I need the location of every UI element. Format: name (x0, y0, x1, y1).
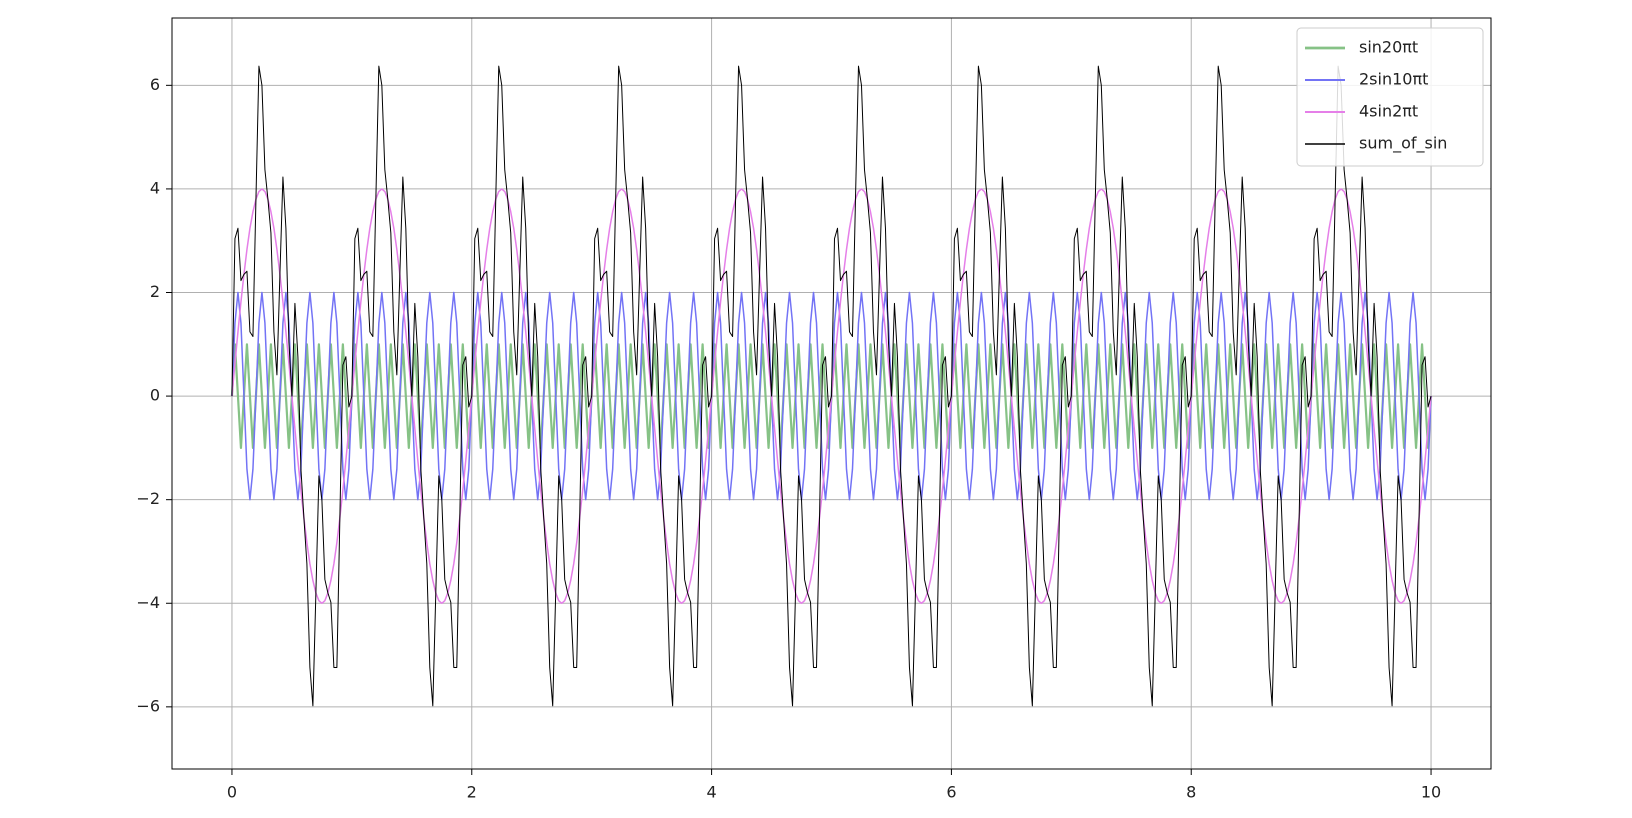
x-tick-label: 2 (467, 783, 477, 802)
y-tick-label: −2 (136, 489, 160, 508)
series-line (231, 65, 1432, 707)
legend-box (1296, 27, 1484, 167)
y-tick-label: 6 (150, 75, 160, 94)
x-tick-label: 4 (706, 783, 716, 802)
x-tick-label: 0 (227, 783, 237, 802)
y-tick-label: −6 (136, 696, 160, 715)
x-tick-label: 6 (946, 783, 956, 802)
legend-label: sum_of_sin (1359, 134, 1447, 154)
plot-frame (171, 17, 1492, 770)
legend-label: sin20πt (1359, 38, 1418, 57)
y-tick-label: 2 (150, 282, 160, 301)
y-tick-label: 0 (150, 386, 160, 405)
x-tick-label: 8 (1186, 783, 1196, 802)
y-tick-label: −4 (136, 593, 160, 612)
y-tick-label: 4 (150, 178, 160, 197)
legend-label: 4sin2πt (1359, 102, 1418, 121)
legend-label: 2sin10πt (1359, 70, 1428, 89)
x-tick-label: 10 (1421, 783, 1441, 802)
